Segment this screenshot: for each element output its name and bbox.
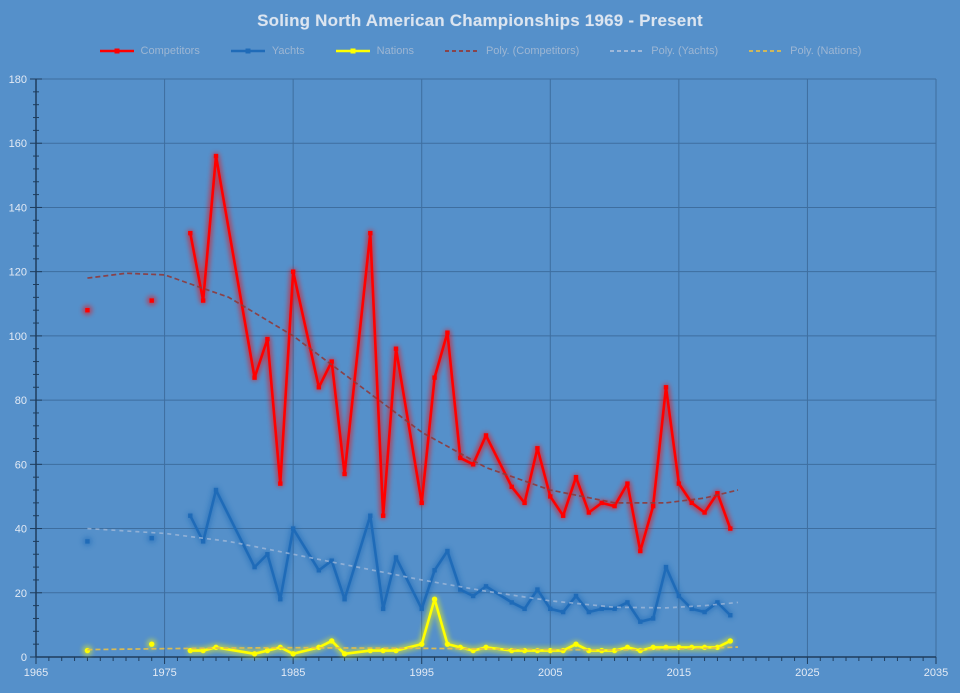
gridlines — [36, 78, 937, 658]
legend-item-poly-competitors: Poly. (Competitors) — [444, 45, 579, 57]
legend-item-poly-yachts: Poly. (Yachts) — [609, 45, 718, 57]
y-tick-label: 120 — [9, 267, 27, 279]
y-tick-label: 40 — [15, 524, 27, 536]
x-tick-label: 1975 — [152, 667, 176, 679]
y-tick-label: 180 — [9, 74, 27, 86]
legend-swatch-yachts-icon — [230, 48, 265, 54]
legend-item-poly-nations: Poly. (Nations) — [748, 45, 861, 57]
legend-swatch-competitors-icon — [99, 48, 134, 54]
y-tick-label: 140 — [9, 202, 27, 214]
x-tick-label: 2005 — [538, 667, 562, 679]
chart-legend: Competitors Yachts Nations Poly. (Competito… — [0, 45, 960, 57]
x-tick-label: 1965 — [24, 667, 48, 679]
legend-item-nations: Nations — [335, 45, 414, 57]
y-tick-label: 0 — [21, 652, 27, 664]
legend-label-poly-yachts: Poly. (Yachts) — [651, 45, 719, 57]
legend-item-competitors: Competitors — [99, 45, 200, 57]
legend-label-competitors: Competitors — [140, 45, 200, 57]
x-tick-label: 2035 — [924, 667, 948, 679]
trendline-poly---nations- — [87, 646, 739, 651]
x-tick-labels: 1965 1975 1985 1995 2005 2015 2025 2035 — [24, 667, 948, 679]
trendline-poly---yachts- — [87, 527, 739, 609]
axis-ticks — [30, 78, 937, 664]
legend-swatch-poly-nations-icon — [749, 50, 784, 52]
series-yachts — [82, 486, 734, 626]
x-tick-label: 2025 — [795, 667, 819, 679]
y-tick-labels: 0 20 40 60 80 100 120 140 160 180 — [9, 74, 27, 664]
legend-label-yachts: Yachts — [271, 45, 305, 57]
y-tick-label: 20 — [15, 588, 27, 600]
x-tick-label: 1995 — [409, 667, 433, 679]
chart-title: Soling North American Championships 1969… — [257, 11, 703, 30]
y-tick-label: 80 — [15, 395, 27, 407]
legend-item-yachts: Yachts — [230, 45, 305, 57]
legend-label-poly-competitors: Poly. (Competitors) — [485, 45, 580, 57]
legend-swatch-poly-yachts-icon — [610, 50, 645, 52]
series-competitors — [82, 152, 734, 555]
legend-label-poly-nations: Poly. (Nations) — [790, 45, 862, 57]
axis-lines — [35, 79, 936, 658]
legend-swatch-poly-competitors-icon — [444, 50, 479, 52]
x-tick-label: 1985 — [281, 667, 305, 679]
legend-swatch-nations-icon — [335, 48, 370, 54]
y-tick-label: 60 — [15, 459, 27, 471]
x-tick-label: 2015 — [667, 667, 691, 679]
legend-label-nations: Nations — [376, 45, 414, 57]
y-tick-label: 100 — [9, 331, 27, 343]
y-tick-label: 160 — [9, 138, 27, 150]
